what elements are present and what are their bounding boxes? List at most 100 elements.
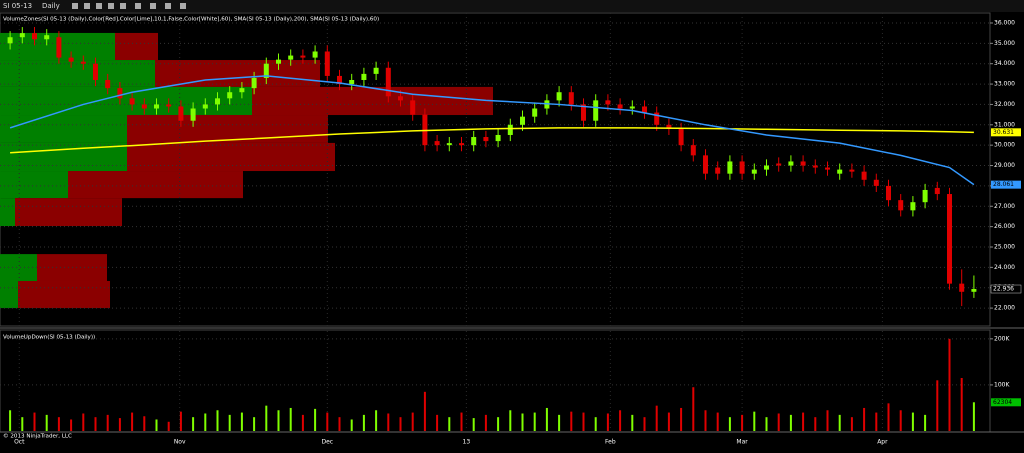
- zone-up: [0, 280, 18, 309]
- candle-body: [849, 169, 855, 172]
- icon[interactable]: [135, 3, 141, 9]
- candle-body: [776, 163, 782, 166]
- candle-body: [80, 61, 86, 64]
- zone-down: [127, 115, 328, 143]
- volume-bar: [911, 412, 914, 431]
- volume-bar: [399, 417, 402, 431]
- x-tick-label: Apr: [877, 439, 888, 446]
- marks: [7, 27, 977, 431]
- candle-body: [129, 98, 135, 105]
- y-tick-label: 24.000: [994, 264, 1015, 271]
- candle-body: [178, 106, 184, 121]
- volume-bar: [948, 338, 951, 431]
- candle-body: [288, 55, 294, 60]
- candle-body: [971, 289, 977, 292]
- volume-panel: [0, 329, 991, 433]
- volume-bar: [704, 410, 707, 431]
- volume-bar: [314, 408, 317, 431]
- candle-body: [68, 57, 74, 62]
- zone-down: [155, 60, 320, 87]
- volume-bar: [326, 412, 329, 431]
- volume-bar: [826, 410, 829, 431]
- y-tick-label: 34.000: [994, 60, 1015, 67]
- icon[interactable]: [120, 3, 126, 9]
- volume-indicator-label: VolumeUpDown(SI 05-13 (Daily)): [3, 335, 95, 341]
- volume-bar: [375, 410, 378, 431]
- volume-bar: [887, 403, 890, 431]
- candle-body: [373, 67, 379, 74]
- icon[interactable]: [165, 3, 171, 9]
- icon[interactable]: [108, 3, 114, 9]
- volume-bar: [667, 412, 670, 431]
- y-tick-label: 36.000: [994, 19, 1015, 26]
- volume-bar: [411, 412, 414, 431]
- candle-body: [471, 137, 477, 146]
- volume-bar: [863, 407, 866, 431]
- candle-body: [898, 200, 904, 211]
- last-value-marker: [991, 180, 1021, 189]
- zone-up: [0, 254, 37, 281]
- volume-bar: [936, 380, 939, 431]
- x-tick-label: Oct: [14, 439, 25, 446]
- candle-body: [751, 169, 757, 174]
- candle-body: [788, 161, 794, 166]
- volume-bar: [192, 417, 195, 431]
- candle-body: [105, 79, 111, 89]
- candle-body: [617, 104, 623, 109]
- volume-bar: [558, 414, 561, 431]
- zone-up: [0, 115, 127, 143]
- volume-bar: [131, 412, 134, 431]
- zone-up: [0, 60, 155, 87]
- zone-up: [0, 86, 252, 116]
- icon[interactable]: [150, 3, 156, 9]
- candle-body: [446, 143, 452, 146]
- instrument-selector[interactable]: SI 05-13: [3, 2, 32, 10]
- volume-bar: [204, 413, 207, 431]
- candle-body: [312, 51, 318, 58]
- candle-body: [251, 77, 257, 89]
- candle-body: [703, 155, 708, 174]
- y-tick-label: 26.000: [994, 223, 1015, 230]
- candle-body: [324, 51, 330, 76]
- volume-bar: [179, 411, 182, 431]
- icon[interactable]: [96, 3, 102, 9]
- volume-bar: [789, 414, 792, 431]
- candle-body: [666, 124, 672, 129]
- icon[interactable]: [84, 3, 90, 9]
- volume-bar: [924, 414, 927, 431]
- candle-body: [520, 116, 525, 125]
- volume-bar: [240, 412, 243, 431]
- candle-body: [117, 88, 123, 99]
- volume-bar: [45, 414, 48, 431]
- zone-down: [15, 198, 122, 227]
- y-tick-label: 22.000: [994, 305, 1015, 312]
- volume-bar: [106, 414, 109, 431]
- volume-bar: [850, 417, 853, 431]
- icon[interactable]: [180, 3, 186, 9]
- zone-down: [252, 86, 493, 116]
- candle-body: [349, 79, 355, 85]
- candle-body: [239, 88, 245, 93]
- candle-body: [483, 137, 489, 142]
- volume-bar: [582, 412, 585, 431]
- volume-bar: [960, 378, 963, 431]
- candle-body: [19, 33, 25, 38]
- volume-bar: [301, 414, 304, 431]
- x-tick-label: Feb: [605, 439, 616, 446]
- interval-selector[interactable]: Daily: [42, 2, 60, 10]
- grid: [0, 13, 993, 431]
- candle-body: [910, 202, 916, 211]
- price-panel: [0, 12, 991, 327]
- candle-body: [642, 106, 647, 113]
- candle-body: [678, 128, 684, 146]
- volume-bar: [387, 413, 390, 431]
- toolbar-icons[interactable]: [72, 3, 186, 9]
- candle-body: [7, 37, 13, 44]
- candle-body: [825, 167, 830, 170]
- volume-bar: [899, 410, 902, 431]
- icon[interactable]: [72, 3, 78, 9]
- volume-bar: [484, 414, 487, 431]
- price-indicator-label: VolumeZones(SI 05-13 (Daily),Color[Red],…: [3, 17, 379, 23]
- volume-bar: [533, 412, 536, 431]
